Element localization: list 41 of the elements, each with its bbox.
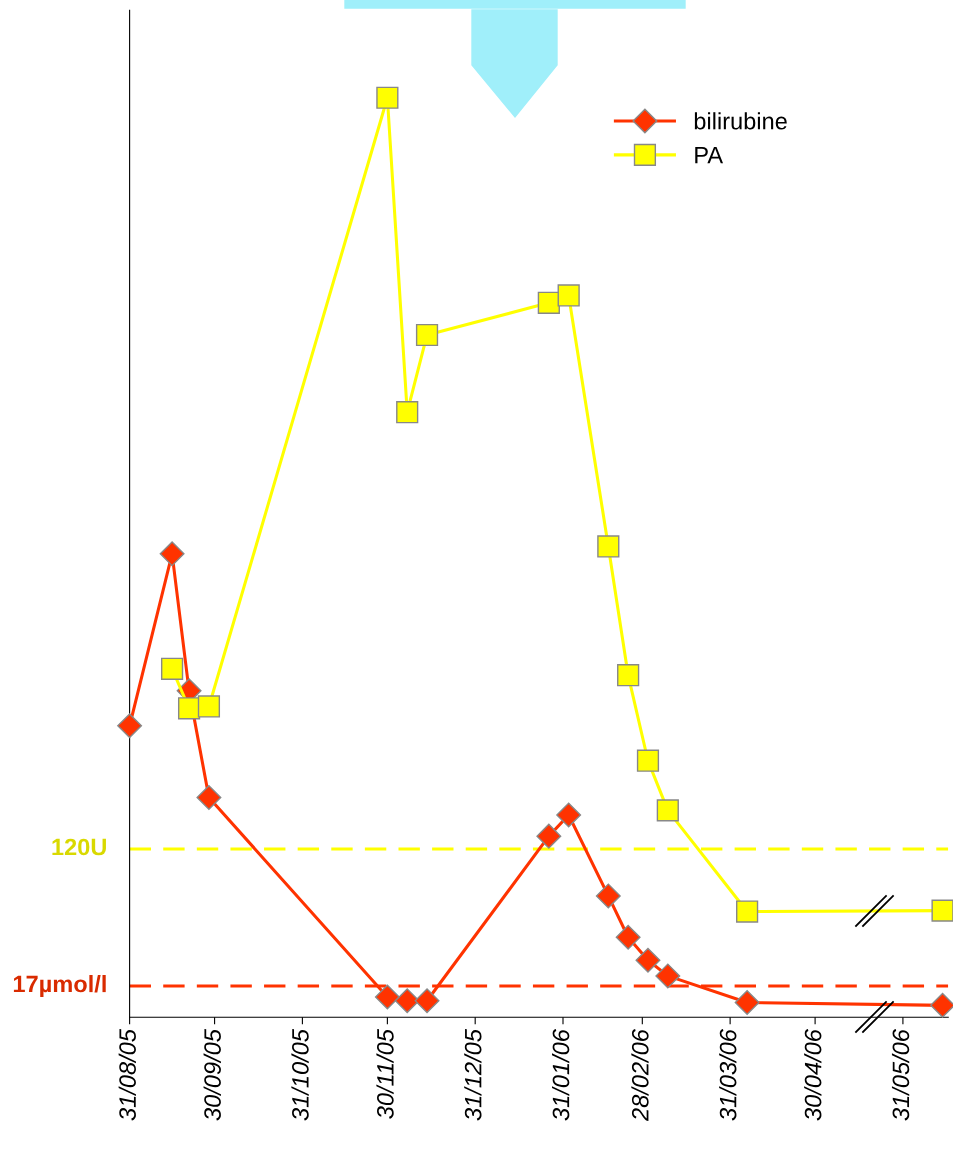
- point: [636, 749, 660, 772]
- x-tick-label: 31/03/06: [719, 1029, 737, 1121]
- x-tick-label: 30/09/05: [203, 1029, 221, 1121]
- x-tick-label: 31/10/05: [291, 1029, 309, 1121]
- point: [374, 984, 400, 1010]
- x-tick-label: 31/01/06: [551, 1029, 570, 1121]
- point: [197, 695, 221, 718]
- x-tick-label: 30/11/05: [376, 1029, 394, 1119]
- point: [931, 899, 953, 922]
- point: [415, 323, 439, 347]
- point: [557, 284, 580, 307]
- legend-label: PA: [695, 146, 724, 164]
- legend-label: bilirubine: [694, 112, 787, 130]
- point: [597, 535, 620, 558]
- x-tick-label: 30/04/06: [804, 1029, 822, 1121]
- point: [160, 657, 184, 680]
- point: [414, 988, 440, 1014]
- point: [196, 785, 222, 810]
- point: [117, 713, 143, 739]
- point: [396, 401, 419, 424]
- point: [556, 802, 582, 828]
- point: [655, 963, 681, 989]
- point: [617, 664, 640, 687]
- x-tick-label: 28/02/06: [631, 1029, 649, 1122]
- point: [736, 900, 759, 923]
- point: [734, 990, 760, 1016]
- x-tick-label: 31/12/05: [464, 1029, 482, 1121]
- point: [177, 697, 201, 720]
- ref-line-label: 17µmol/l: [13, 975, 106, 998]
- point: [537, 291, 560, 314]
- x-tick-label: 31/08/05: [118, 1029, 136, 1121]
- point: [159, 541, 185, 567]
- point: [656, 799, 679, 822]
- point: [536, 823, 562, 849]
- point: [394, 988, 420, 1014]
- point: [635, 947, 661, 973]
- point: [615, 924, 641, 950]
- point: [376, 86, 399, 109]
- x-tick-label: 31/05/06: [891, 1029, 910, 1121]
- ref-line-label: 120U: [52, 838, 106, 856]
- point: [595, 883, 621, 909]
